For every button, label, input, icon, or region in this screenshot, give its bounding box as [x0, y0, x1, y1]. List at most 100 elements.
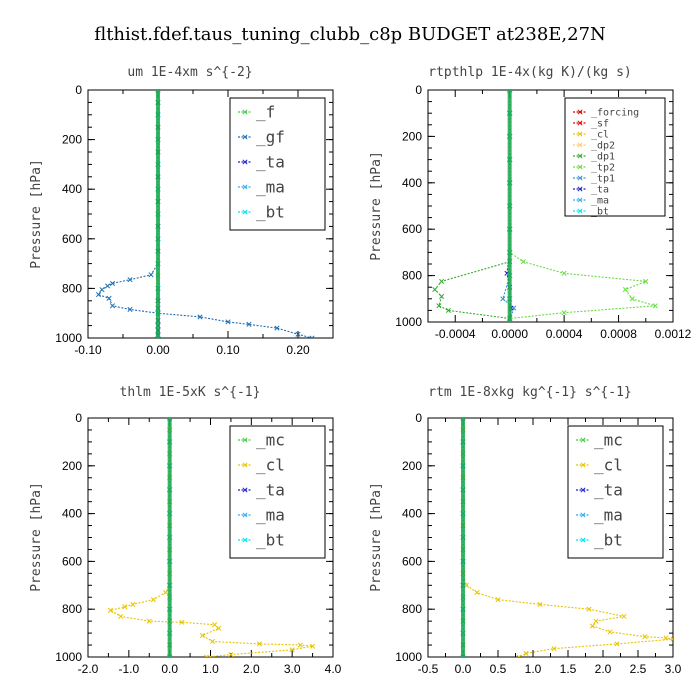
legend-label: _forcing: [591, 108, 639, 119]
y-tick-label: 800: [62, 602, 82, 616]
chart-1: 0 200 400 600 800 1000 -0.0004 0.0000 0.0004 0.00…: [395, 83, 691, 341]
series-marker-dp1: [439, 278, 445, 284]
y-tick-label: 800: [62, 281, 82, 295]
legend-label: _ma: [256, 178, 285, 197]
x-tick-label: 0.0008: [600, 327, 637, 341]
x-tick-label: -0.10: [74, 343, 102, 357]
legend-label: _cl: [256, 456, 285, 475]
series-marker-cl: [516, 654, 520, 657]
x-tick-label: 1.0: [202, 662, 219, 676]
series-marker-cl: [205, 654, 209, 657]
legend-label: _cl: [591, 130, 609, 141]
x-tick-label: 0.00: [146, 343, 170, 357]
chart-2: 0 200 400 600 800 1000-2.0 -1.0 0.0 1.0 2.0 3.0 4.0…: [55, 411, 341, 676]
legend: _mc _cl _ta _ma _bt: [229, 425, 326, 559]
y-axis-label: Pressure [hPa]: [369, 151, 384, 261]
legend-label: _ta: [591, 185, 609, 196]
legend: _f _gf _ta _ma _bt: [229, 97, 326, 231]
y-tick-label: 0: [75, 411, 82, 425]
legend-marker: [242, 109, 248, 115]
series-marker-cl: [228, 652, 234, 657]
series-marker-dp1: [432, 286, 438, 293]
y-tick-label: 1000: [395, 650, 422, 664]
y-axis-label: Pressure [hPa]: [369, 482, 384, 592]
x-tick-label: -1.0: [118, 662, 139, 676]
x-tick-label: 0.0004: [546, 327, 583, 341]
legend-label: _ma: [594, 506, 623, 525]
legend-label: _bt: [256, 531, 285, 550]
series-marker-cl: [518, 654, 522, 657]
y-tick-label: 400: [62, 507, 82, 521]
series-marker-cl: [537, 601, 543, 607]
legend-label: _f: [256, 103, 275, 122]
x-tick-label: 3.0: [284, 662, 301, 676]
y-tick-label: 0: [415, 83, 422, 97]
series-marker-cl: [589, 623, 596, 629]
plot-area: [95, 90, 315, 338]
plot-area: [460, 418, 673, 657]
series-marker-gf: [295, 331, 301, 337]
series-marker-cl: [146, 618, 152, 624]
series-marker-cl: [209, 638, 216, 645]
legend-marker: [577, 208, 583, 214]
y-tick-label: 0: [415, 411, 422, 425]
legend-box: [567, 425, 664, 559]
legend-marker: [577, 109, 583, 115]
legend-marker: [242, 512, 248, 518]
x-tick-label: 0.0: [161, 662, 178, 676]
legend: _forcing_sf_cl_dp2_dp1_tp2_tp1_ta_ma_bt: [564, 97, 666, 218]
panel-title: rtm 1E-8xkg kg^{-1} s^{-1}: [428, 385, 632, 400]
series-marker-gf: [309, 335, 313, 338]
series-marker-dp1: [436, 303, 442, 309]
x-tick-label: 3.0: [665, 662, 682, 676]
series-marker-cl: [289, 647, 295, 653]
legend-marker: [577, 175, 583, 181]
y-tick-label: 200: [62, 459, 82, 473]
series-marker-cl: [179, 619, 185, 625]
legend-marker: [580, 537, 586, 543]
series-marker-tp2: [561, 310, 567, 316]
y-tick-label: 200: [402, 129, 422, 143]
series-marker-cl: [474, 589, 480, 596]
series-marker-cl: [216, 625, 222, 631]
series-marker-cl: [523, 650, 529, 656]
series-marker-gf: [148, 272, 154, 278]
legend-marker: [577, 131, 583, 137]
series-marker-gf: [311, 335, 315, 338]
series-marker-cl: [614, 641, 620, 647]
panel-rtpthlp: rtpthlp 1E-4x(kg K)/(kg s) Pressure [hPa…: [369, 65, 632, 261]
legend-label: _dp2: [591, 141, 615, 152]
y-tick-label: 800: [402, 602, 422, 616]
legend-box: [229, 97, 326, 231]
series-marker-gf: [105, 283, 111, 289]
legend-marker: [577, 142, 583, 148]
series-line-dp1: [434, 90, 511, 322]
legend-marker: [577, 197, 583, 203]
y-tick-label: 600: [402, 222, 422, 236]
legend-label: _bt: [594, 531, 623, 550]
series-marker-tp1: [500, 296, 506, 302]
series-marker-cl: [593, 618, 599, 624]
series-marker-gf: [127, 277, 133, 283]
legend-marker: [580, 462, 586, 468]
legend-marker: [577, 153, 583, 159]
series-marker-cl: [212, 622, 218, 628]
y-tick-label: 600: [62, 232, 82, 246]
x-tick-label: 1.5: [560, 662, 577, 676]
series-marker-cl: [150, 597, 156, 603]
legend-label: _ma: [591, 196, 609, 207]
legend-marker: [242, 437, 248, 443]
x-tick-label: 0.10: [216, 343, 240, 357]
legend-marker: [242, 537, 248, 543]
y-tick-label: 400: [402, 507, 422, 521]
x-tick-label: 4.0: [325, 662, 342, 676]
x-tick-label: 2.5: [630, 662, 647, 676]
y-axis-label: Pressure [hPa]: [29, 159, 44, 269]
series-marker-cl: [122, 604, 128, 610]
x-tick-label: 0.5: [490, 662, 507, 676]
panel-thlm: thlm 1E-5xK s^{-1} Pressure [hPa]: [29, 385, 260, 592]
legend-label: _mc: [594, 431, 623, 450]
y-tick-label: 600: [62, 554, 82, 568]
panel-title: rtpthlp 1E-4x(kg K)/(kg s): [428, 65, 632, 80]
